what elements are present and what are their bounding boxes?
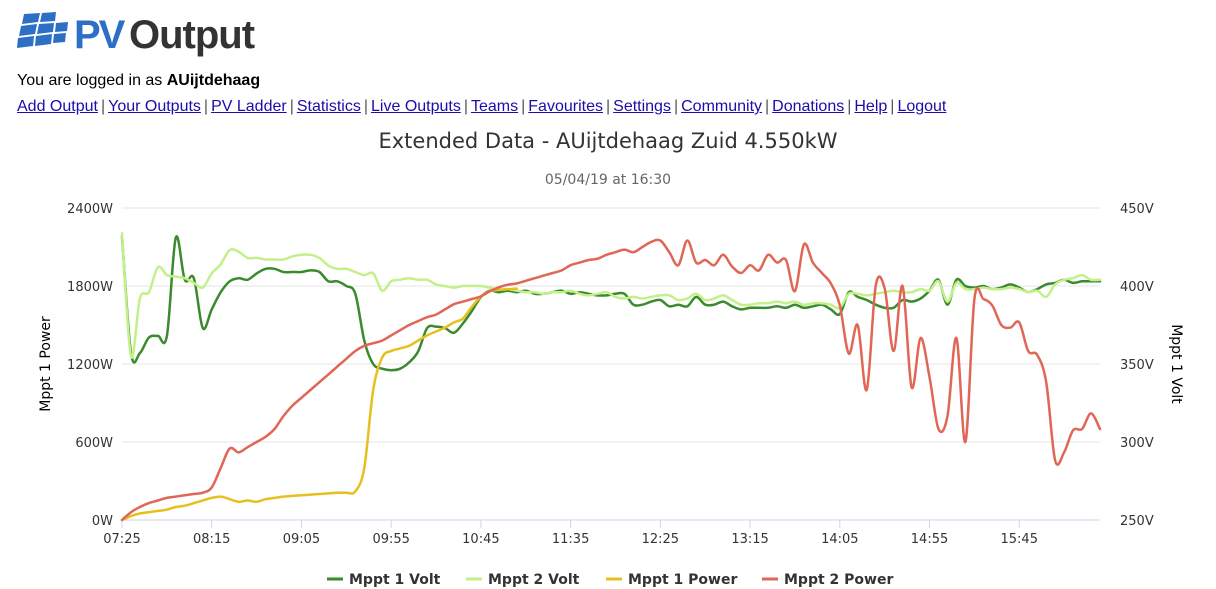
main-nav: Add Output | Your Outputs | PV Ladder | Statis… [17,97,946,117]
legend-label-mppt-1-power[interactable]: Mppt 1 Power [628,572,737,588]
extended-data-chart: Extended Data - AUijtdehaag Zuid 4.550kW… [38,129,1184,588]
nav-link-favourites[interactable]: Favourites [528,98,603,115]
y-axis-title-right: Mppt 1 Volt [1168,324,1184,404]
y-tick-label-right: 350V [1120,358,1154,373]
chart-subtitle: 05/04/19 at 16:30 [545,172,671,188]
y-tick-label-left: 1800W [67,280,113,295]
chart-title: Extended Data - AUijtdehaag Zuid 4.550kW [378,129,837,153]
nav-separator: | [100,98,106,115]
x-tick-label: 08:15 [193,532,230,547]
nav-link-statistics[interactable]: Statistics [296,98,361,115]
x-tick-label: 14:05 [821,532,858,547]
nav-separator: | [890,98,895,115]
x-tick-label: 07:25 [103,532,140,547]
nav-separator: | [203,98,209,115]
y-tick-label-right: 400V [1120,280,1154,295]
y-tick-label-right: 250V [1120,514,1154,529]
login-prefix: You are logged in as [17,72,167,89]
nav-link-settings[interactable]: Settings [613,98,671,115]
logo-text-pv: PV [74,13,126,57]
series-line-mppt-2-power [120,238,1102,522]
y-tick-label-left: 600W [75,436,113,451]
logo-text-output: Output [129,13,255,57]
pvoutput-logo[interactable]: PV Output [16,8,276,58]
series-line-mppt-2-volt [120,231,1102,359]
x-tick-label: 09:05 [283,532,320,547]
legend-label-mppt-2-volt[interactable]: Mppt 2 Volt [488,572,580,588]
nav-link-community[interactable]: Community [681,98,763,115]
login-status: You are logged in as AUijtdehaag [17,71,260,91]
x-tick-label: 13:15 [731,532,768,547]
y-tick-label-right: 450V [1120,202,1154,217]
legend-label-mppt-2-power[interactable]: Mppt 2 Power [784,572,893,588]
solar-panel-icon [17,12,68,48]
nav-separator: | [521,98,526,115]
x-tick-label: 11:35 [552,532,589,547]
nav-separator: | [463,98,468,115]
login-username: AUijtdehaag [166,72,261,89]
y-tick-label-left: 1200W [67,358,113,373]
nav-link-help[interactable]: Help [854,98,888,115]
y-tick-label-left: 2400W [67,202,113,217]
nav-separator: | [847,98,852,115]
nav-separator: | [289,98,294,115]
y-tick-label-left: 0W [92,514,113,529]
nav-link-teams[interactable]: Teams [471,98,519,115]
nav-separator: | [765,98,770,115]
nav-link-donations[interactable]: Donations [772,98,845,115]
nav-link-pv-ladder[interactable]: PV Ladder [211,98,287,115]
legend-label-mppt-1-volt[interactable]: Mppt 1 Volt [349,572,441,588]
nav-link-your-outputs[interactable]: Your Outputs [108,98,201,115]
nav-link-logout[interactable]: Logout [897,98,947,115]
nav-separator: | [363,98,369,115]
y-axis-title-left: Mppt 1 Power [38,316,54,412]
nav-link-live-outputs[interactable]: Live Outputs [371,98,461,115]
nav-separator: | [605,98,611,115]
nav-separator: | [673,98,679,115]
y-tick-label-right: 300V [1120,436,1154,451]
x-tick-label: 10:45 [462,532,499,547]
x-tick-label: 15:45 [1001,532,1038,547]
x-tick-label: 14:55 [911,532,948,547]
series-line-mppt-1-volt [120,234,1102,372]
x-tick-label: 12:25 [642,532,679,547]
nav-link-add-output[interactable]: Add Output [17,98,98,115]
x-tick-label: 09:55 [372,532,409,547]
series-line-mppt-1-power [120,287,519,522]
